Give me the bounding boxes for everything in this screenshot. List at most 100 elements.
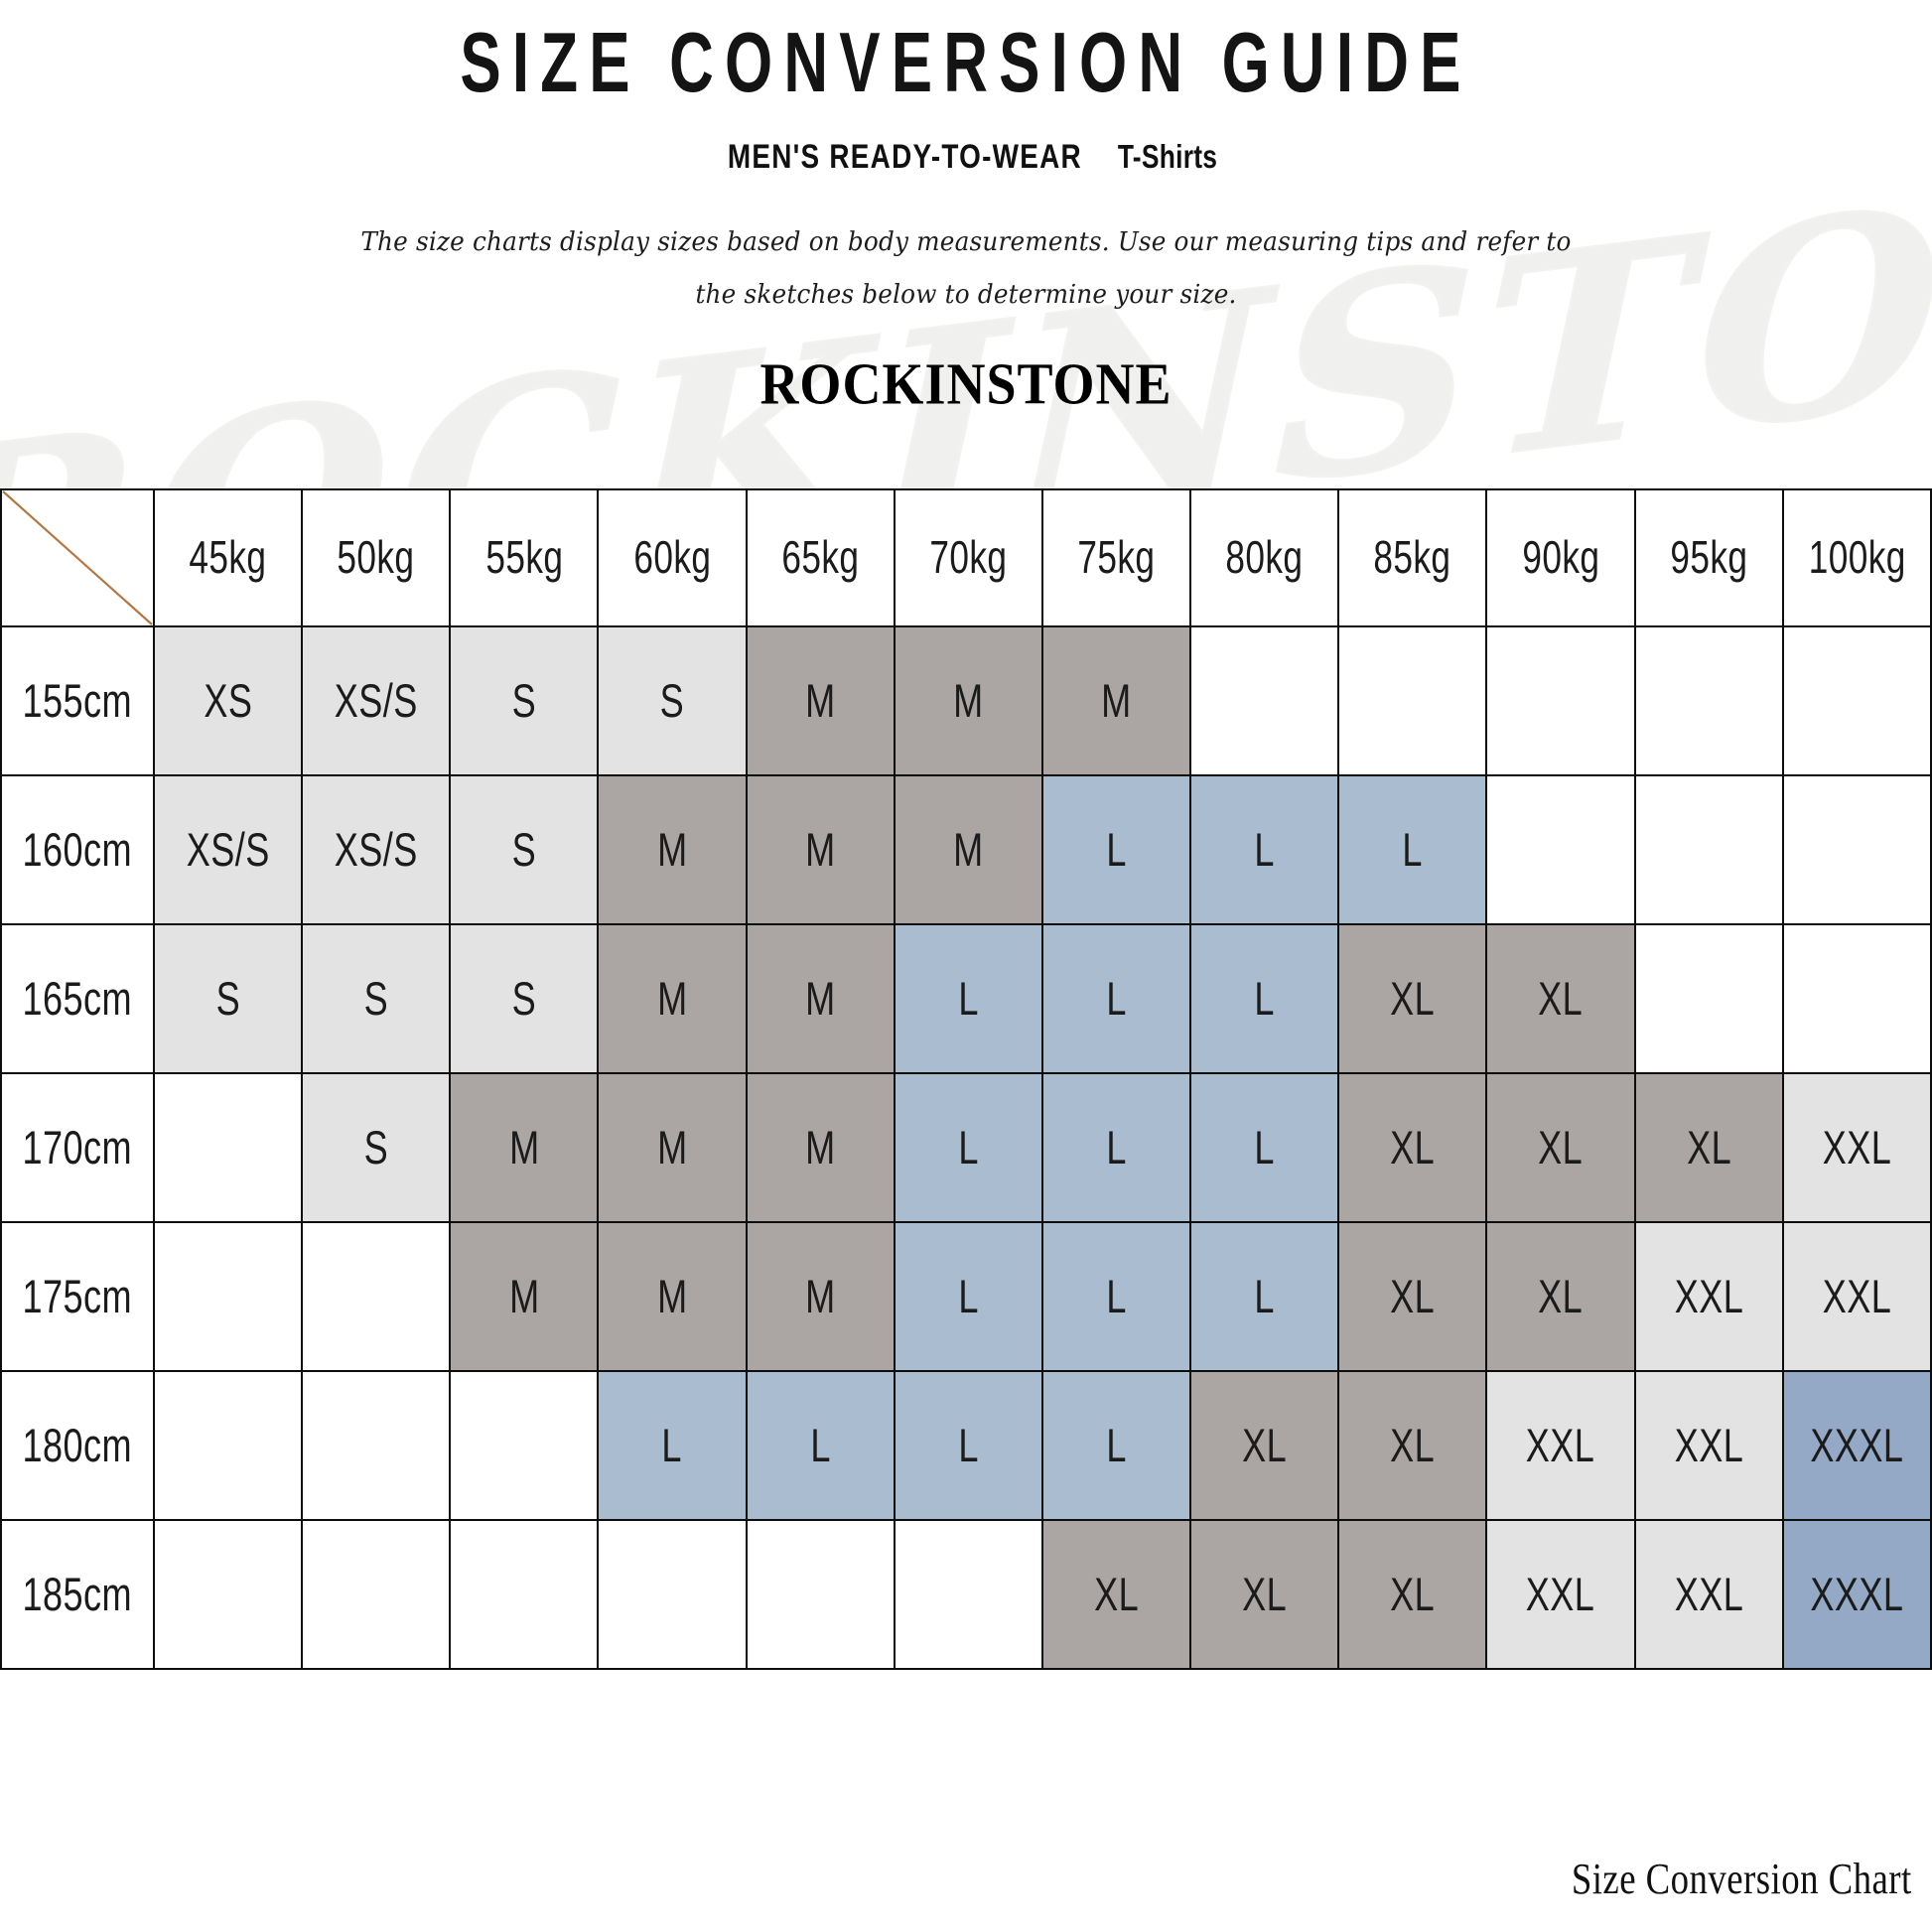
size-cell[interactable]: XXL bbox=[1485, 1370, 1636, 1521]
size-cell-empty[interactable] bbox=[152, 1370, 304, 1521]
size-cell-empty[interactable] bbox=[301, 1221, 452, 1372]
size-cell[interactable]: S bbox=[301, 923, 452, 1074]
size-cell[interactable]: XL bbox=[1189, 1519, 1340, 1670]
size-cell-empty[interactable] bbox=[1485, 625, 1636, 776]
table-header: 45kg 50kg 55kg 60kg 65kg 70kg 75kg 80kg 85kg 90kg… bbox=[0, 488, 1932, 627]
size-cell[interactable]: S bbox=[449, 923, 600, 1074]
column-header-label: 55kg bbox=[484, 531, 563, 583]
size-cell[interactable]: M bbox=[745, 923, 896, 1074]
size-cell[interactable]: M bbox=[893, 774, 1043, 925]
column-header-weight: 65kg bbox=[745, 488, 896, 627]
size-cell-empty[interactable] bbox=[152, 1519, 304, 1670]
size-cell[interactable]: XL bbox=[1040, 1519, 1192, 1670]
size-cell[interactable]: L bbox=[1040, 923, 1192, 1074]
size-cell-empty[interactable] bbox=[152, 1072, 304, 1223]
size-cell-empty[interactable] bbox=[301, 1519, 452, 1670]
size-cell[interactable]: XL bbox=[1337, 923, 1488, 1074]
size-cell-label: XL bbox=[1094, 1567, 1140, 1621]
size-cell[interactable]: M bbox=[597, 1072, 748, 1223]
size-cell-empty[interactable] bbox=[745, 1519, 896, 1670]
size-cell[interactable]: M bbox=[597, 1221, 748, 1372]
size-cell[interactable]: XL bbox=[1337, 1519, 1488, 1670]
size-cell[interactable]: L bbox=[1337, 774, 1488, 925]
size-cell[interactable]: XXXL bbox=[1781, 1519, 1932, 1670]
size-cell[interactable]: S bbox=[597, 625, 748, 776]
size-conversion-table-container: 45kg 50kg 55kg 60kg 65kg 70kg 75kg 80kg 85kg 90kg… bbox=[0, 488, 1932, 1670]
size-cell[interactable]: XL bbox=[1189, 1370, 1340, 1521]
size-cell-empty[interactable] bbox=[1485, 774, 1636, 925]
size-cell-empty[interactable] bbox=[1781, 625, 1932, 776]
size-cell[interactable]: M bbox=[597, 923, 748, 1074]
size-cell-empty[interactable] bbox=[1781, 774, 1932, 925]
size-cell[interactable]: L bbox=[597, 1370, 748, 1521]
size-cell-empty[interactable] bbox=[449, 1370, 600, 1521]
size-cell-empty[interactable] bbox=[152, 1221, 304, 1372]
size-cell-empty[interactable] bbox=[1781, 923, 1932, 1074]
size-cell[interactable]: XS/S bbox=[301, 625, 452, 776]
size-cell[interactable]: M bbox=[745, 625, 896, 776]
size-cell[interactable]: XL bbox=[1485, 1072, 1636, 1223]
size-cell[interactable]: XS/S bbox=[152, 774, 304, 925]
size-cell[interactable]: L bbox=[1040, 1072, 1192, 1223]
size-cell[interactable]: L bbox=[893, 923, 1043, 1074]
row-header-label: 170cm bbox=[22, 1120, 133, 1174]
size-cell-label: XL bbox=[1686, 1120, 1731, 1174]
size-cell[interactable]: L bbox=[1189, 774, 1340, 925]
size-cell[interactable]: XXL bbox=[1633, 1519, 1784, 1670]
size-cell[interactable]: XL bbox=[1337, 1072, 1488, 1223]
column-header-weight: 90kg bbox=[1485, 488, 1636, 627]
size-cell[interactable]: XL bbox=[1485, 923, 1636, 1074]
size-cell[interactable]: S bbox=[152, 923, 304, 1074]
size-cell[interactable]: L bbox=[1189, 1072, 1340, 1223]
size-cell[interactable]: XL bbox=[1633, 1072, 1784, 1223]
size-cell[interactable]: L bbox=[1189, 1221, 1340, 1372]
size-cell-label: L bbox=[958, 1269, 979, 1323]
size-cell[interactable]: XS bbox=[152, 625, 304, 776]
size-cell[interactable]: L bbox=[1040, 774, 1192, 925]
size-cell[interactable]: M bbox=[745, 1221, 896, 1372]
size-cell[interactable]: M bbox=[449, 1221, 600, 1372]
size-cell-empty[interactable] bbox=[301, 1370, 452, 1521]
size-cell[interactable]: XXL bbox=[1781, 1072, 1932, 1223]
size-cell[interactable]: M bbox=[893, 625, 1043, 776]
size-cell[interactable]: L bbox=[893, 1221, 1043, 1372]
size-cell[interactable]: XS/S bbox=[301, 774, 452, 925]
size-cell[interactable]: M bbox=[1040, 625, 1192, 776]
size-cell-empty[interactable] bbox=[449, 1519, 600, 1670]
size-cell[interactable]: S bbox=[449, 625, 600, 776]
size-cell[interactable]: L bbox=[1040, 1370, 1192, 1521]
size-cell-empty[interactable] bbox=[597, 1519, 748, 1670]
size-cell-empty[interactable] bbox=[1633, 923, 1784, 1074]
size-cell-empty[interactable] bbox=[893, 1519, 1043, 1670]
size-cell[interactable]: M bbox=[449, 1072, 600, 1223]
column-header-weight: 100kg bbox=[1781, 488, 1932, 627]
size-cell[interactable]: XXL bbox=[1633, 1370, 1784, 1521]
size-cell[interactable]: XL bbox=[1337, 1221, 1488, 1372]
size-cell-label: M bbox=[656, 822, 688, 877]
size-cell[interactable]: XXL bbox=[1633, 1221, 1784, 1372]
size-cell-empty[interactable] bbox=[1189, 625, 1340, 776]
size-cell[interactable]: XL bbox=[1337, 1370, 1488, 1521]
size-cell-label: S bbox=[511, 673, 537, 728]
size-cell-empty[interactable] bbox=[1633, 625, 1784, 776]
size-cell[interactable]: L bbox=[1189, 923, 1340, 1074]
size-cell[interactable]: S bbox=[301, 1072, 452, 1223]
size-cell-empty[interactable] bbox=[1633, 774, 1784, 925]
size-cell[interactable]: M bbox=[745, 1072, 896, 1223]
size-cell[interactable]: XL bbox=[1485, 1221, 1636, 1372]
size-cell[interactable]: XXXL bbox=[1781, 1370, 1932, 1521]
size-cell[interactable]: L bbox=[1040, 1221, 1192, 1372]
size-cell[interactable]: XXL bbox=[1781, 1221, 1932, 1372]
column-header-weight: 50kg bbox=[301, 488, 452, 627]
size-cell[interactable]: S bbox=[449, 774, 600, 925]
page-header: SIZE CONVERSION GUIDE MEN'S READY-TO-WEA… bbox=[0, 0, 1932, 417]
size-cell[interactable]: M bbox=[597, 774, 748, 925]
size-cell[interactable]: M bbox=[745, 774, 896, 925]
size-cell[interactable]: XXL bbox=[1485, 1519, 1636, 1670]
size-cell[interactable]: L bbox=[893, 1370, 1043, 1521]
size-cell-empty[interactable] bbox=[1337, 625, 1488, 776]
size-cell[interactable]: L bbox=[893, 1072, 1043, 1223]
column-header-weight: 75kg bbox=[1040, 488, 1192, 627]
size-cell-label: XL bbox=[1242, 1418, 1288, 1472]
size-cell[interactable]: L bbox=[745, 1370, 896, 1521]
